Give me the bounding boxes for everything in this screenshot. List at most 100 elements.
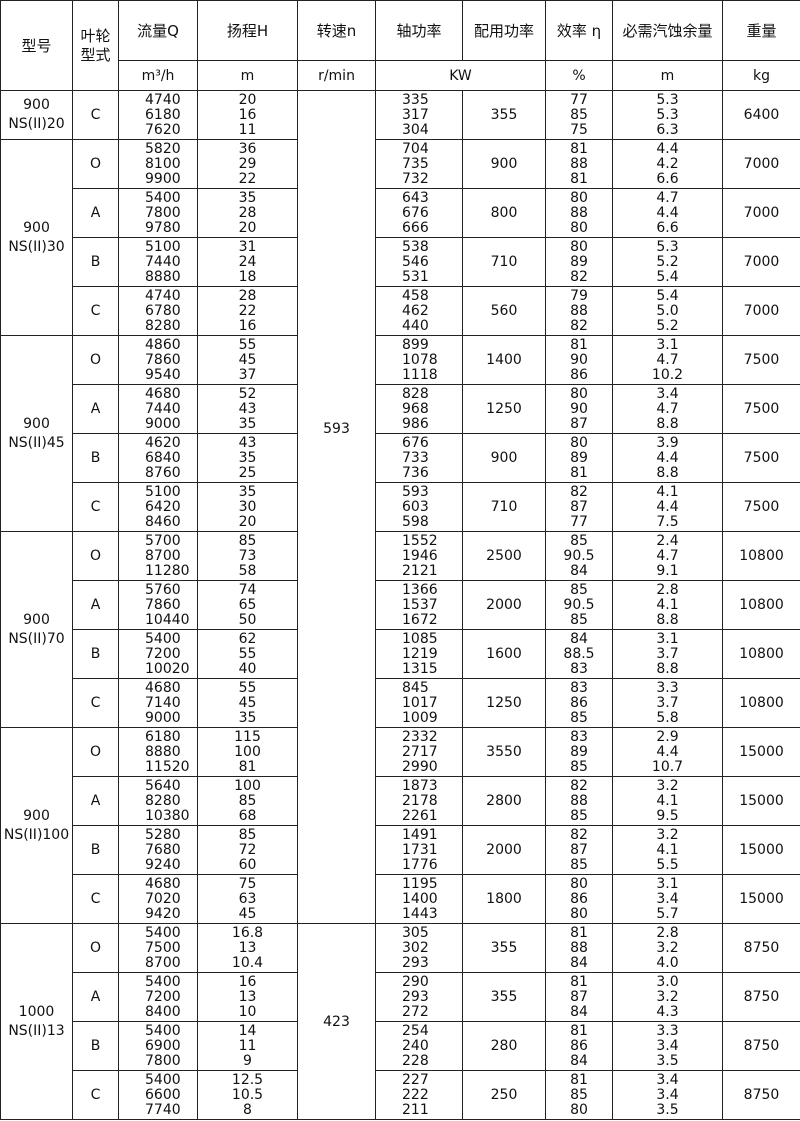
value: 84	[570, 630, 588, 647]
value-cell: 3.1 3.4 5.7	[612, 874, 723, 924]
value-cell: 4740 6780 8280	[118, 286, 198, 336]
value: 5.8	[656, 709, 679, 726]
value: 90	[570, 400, 588, 417]
value: 31	[238, 238, 257, 255]
value: 88	[570, 204, 588, 221]
value-cell: 83 86 85	[545, 678, 613, 728]
value: 828	[402, 385, 429, 402]
weight-cell: 15000	[722, 727, 800, 777]
value: 227	[402, 1071, 429, 1088]
value: 80	[570, 219, 588, 236]
value: 4.4	[656, 449, 679, 466]
value: 1366	[402, 581, 438, 598]
impeller-cell: C	[72, 286, 119, 336]
value-cell: 85 90.5 84	[545, 531, 613, 581]
value: 37	[238, 366, 257, 383]
value: 87	[570, 415, 588, 432]
impeller-cell: B	[72, 237, 119, 287]
value: 3.1	[656, 875, 679, 892]
group-row: 900 NS(II)20 C 4740 6180 7620 20 16 11 593 335 317 3…	[0, 90, 800, 924]
impeller-cell: O	[72, 531, 119, 581]
value-cell: 84 88.5 83	[545, 629, 613, 679]
value: 8280	[145, 792, 181, 809]
value: 1776	[402, 856, 438, 873]
value-cell: 52 43 35	[197, 384, 298, 434]
value-cell: 85 72 60	[197, 825, 298, 875]
value: 11280	[145, 562, 190, 579]
value: 8460	[145, 513, 181, 530]
header-row: 型号 叶轮 型式 流量Q 扬程H 转速n 轴功率 配用功率 效率 η 必需汽蚀余量 重量	[0, 0, 800, 91]
value: 7440	[145, 253, 181, 270]
value: 35	[238, 709, 257, 726]
weight-cell: 6400	[722, 90, 800, 140]
value: 3.4	[656, 385, 679, 402]
value: 1219	[402, 645, 438, 662]
value-cell: 3.2 4.1 5.5	[612, 825, 723, 875]
value: 5820	[145, 140, 181, 157]
value-cell: 676 733 736	[375, 433, 463, 483]
value: 6.6	[656, 219, 679, 236]
value: 8280	[145, 317, 181, 334]
value: 45	[238, 905, 257, 922]
value: 3.2	[656, 939, 679, 956]
value: 86	[570, 1037, 588, 1054]
value: 8700	[145, 954, 181, 971]
value: 80	[570, 189, 588, 206]
value-cell: 77 85 75	[545, 90, 613, 140]
value: 52	[238, 385, 257, 402]
value: 272	[402, 1003, 429, 1020]
value: 10.5	[231, 1086, 264, 1103]
group-row: C 4680 7020 9420 75 63 45 1195 1400 1443 1800 80 86 8…	[1, 874, 800, 924]
value-cell: 4680 7140 9000	[118, 678, 198, 728]
value: 4620	[145, 434, 181, 451]
value-cell: 2.4 4.7 9.1	[612, 531, 723, 581]
value: 81	[570, 973, 588, 990]
value: 10.4	[231, 954, 264, 971]
value-cell: 1195 1400 1443	[375, 874, 463, 924]
value: 90.5	[563, 596, 595, 613]
value: 5700	[145, 532, 181, 549]
header-cell: 型号	[0, 0, 73, 91]
value: 68	[238, 807, 257, 824]
value: 643	[402, 189, 429, 206]
weight-cell: 10800	[722, 629, 800, 679]
header-cell: 必需汽蚀余量	[612, 0, 723, 61]
value: 4680	[145, 875, 181, 892]
value: 5.0	[656, 302, 679, 319]
value: 5400	[145, 630, 181, 647]
value: 8.8	[656, 415, 679, 432]
value: 3.4	[656, 1037, 679, 1054]
model-name: 900	[23, 97, 50, 113]
value: 9	[243, 1052, 252, 1069]
power-cell: 280	[462, 1021, 546, 1071]
value-cell: 5400 6600 7740	[118, 1070, 198, 1120]
value: 81	[238, 758, 257, 775]
value: 8100	[145, 155, 181, 172]
value-cell: 3.3 3.7 5.8	[612, 678, 723, 728]
value: 1491	[402, 826, 438, 843]
value: 7860	[145, 596, 181, 613]
speed-cell: 423	[297, 923, 376, 1120]
group-row: C 5100 6420 8460 35 30 20 593 603 598 710 82 87 77 4.1…	[1, 482, 800, 532]
unit-cell: r/min	[297, 60, 376, 91]
value: 9.1	[656, 562, 679, 579]
value: 81	[570, 464, 588, 481]
value-cell: 81 85 80	[545, 1070, 613, 1120]
value: 81	[570, 924, 588, 941]
value: 240	[402, 1037, 429, 1054]
weight-cell: 7000	[722, 237, 800, 287]
value: 3.3	[656, 679, 679, 696]
value: 5640	[145, 777, 181, 794]
value: 8	[243, 1101, 252, 1118]
weight-cell: 7000	[722, 286, 800, 336]
value: 10.2	[651, 366, 684, 383]
value-cell: 1552 1946 2121	[375, 531, 463, 581]
value: 1873	[402, 777, 438, 794]
group-row: 900 NS(II)70 O 5700 8700 11280 85 73 58 1552 1946 2…	[0, 531, 800, 728]
value-cell: 35 28 20	[197, 188, 298, 238]
value: 10440	[145, 611, 190, 628]
unit-cell: m	[612, 60, 723, 91]
header-cell: 扬程H	[197, 0, 298, 61]
value-cell: 83 89 85	[545, 727, 613, 777]
